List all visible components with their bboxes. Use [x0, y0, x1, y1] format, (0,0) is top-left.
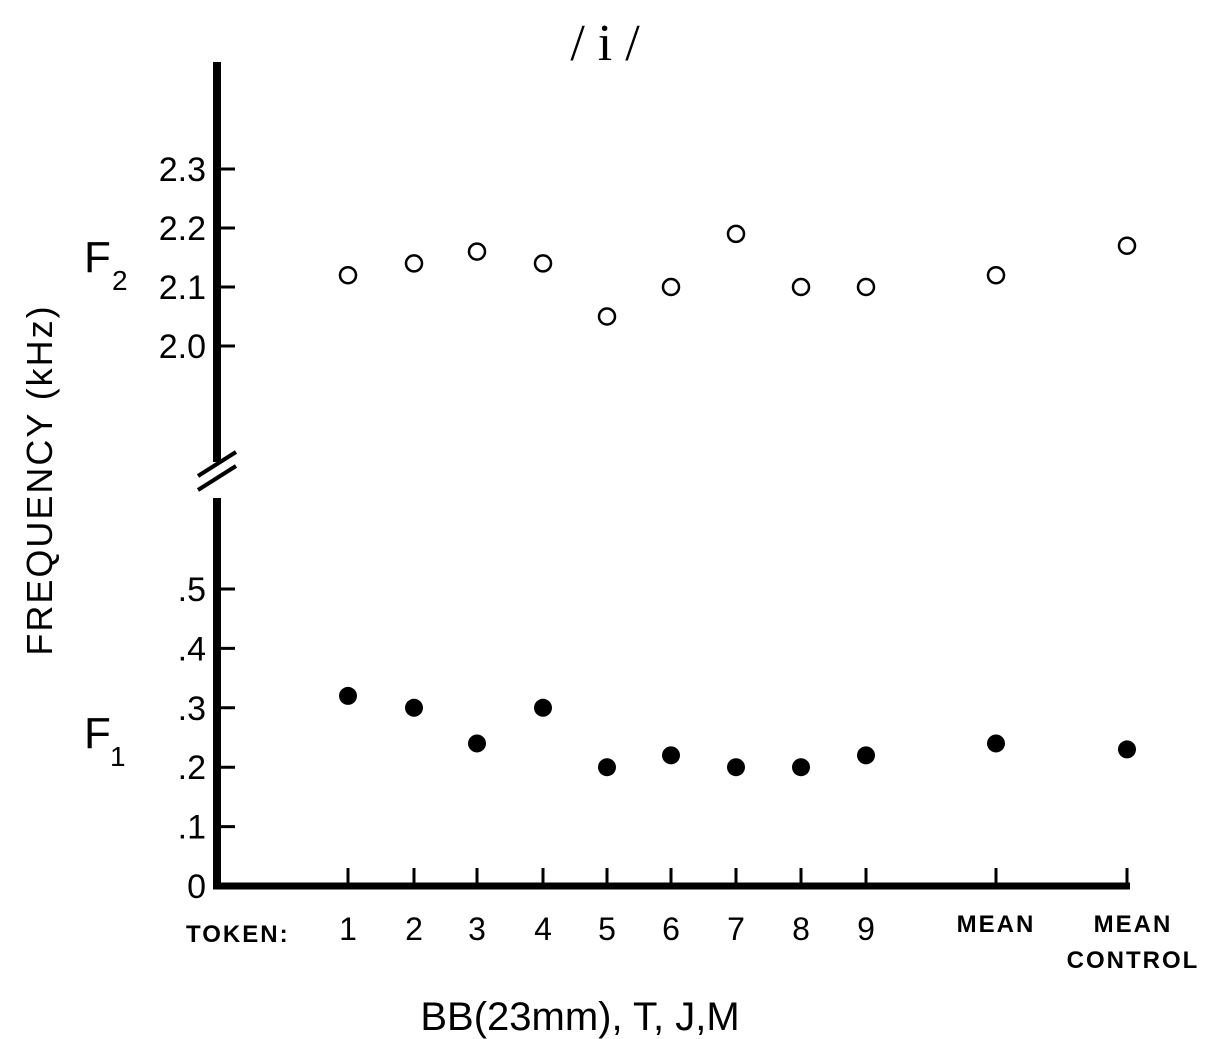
f2-point — [597, 307, 617, 326]
f2-point — [661, 277, 681, 297]
f2-point — [726, 224, 746, 244]
upper-y-tick-label: 2.2 — [159, 210, 206, 248]
f2-point — [856, 277, 876, 297]
x-axis-label: BB(23mm), T, J,M — [420, 995, 739, 1039]
f1-point — [987, 734, 1005, 753]
y-axis-label: FREQUENCY (kHz) — [19, 304, 60, 655]
lower-y-tick-label: 0 — [187, 868, 206, 906]
upper-y-tick-label: 2.1 — [159, 269, 206, 307]
upper-y-tick-label: 2.0 — [159, 328, 206, 366]
f2-point — [791, 277, 811, 297]
x-tick-label: 6 — [662, 911, 680, 947]
x-tick-label: 1 — [339, 911, 357, 947]
x-tick-label: 8 — [792, 911, 810, 947]
x-axis-prefix: TOKEN: — [186, 921, 290, 948]
upper-y-ticks: 2.0 2.1 2.2 2.3 — [159, 151, 235, 366]
x-tick-label: 4 — [534, 911, 552, 947]
x-ticks: TOKEN: 1 2 3 4 5 6 7 8 9 MEAN MEAN CONTROL — [186, 868, 1200, 974]
axes — [196, 62, 1130, 890]
lower-y-tick-label: .1 — [178, 809, 206, 847]
x-tick-label: 2 — [405, 911, 423, 947]
f2-point — [1117, 236, 1137, 255]
x-tick-label: 9 — [857, 911, 875, 947]
f2-point — [533, 254, 553, 273]
series-label-f1-sub: 1 — [110, 741, 126, 772]
x-tick-label: 5 — [598, 911, 616, 947]
f2-point — [467, 242, 487, 261]
series-label-f1: F 1 — [84, 709, 126, 772]
x-tick-label: CONTROL — [1067, 947, 1200, 974]
f1-point — [598, 758, 616, 777]
f1-point — [792, 758, 810, 777]
lower-y-tick-label: .5 — [178, 571, 206, 609]
f2-point — [338, 265, 358, 285]
f1-point — [534, 698, 552, 717]
axis-break-mark-1 — [196, 450, 238, 478]
x-tick-label: MEAN — [1094, 911, 1173, 938]
x-tick-label: 7 — [727, 911, 745, 947]
f1-point — [1118, 740, 1136, 759]
f1-point — [468, 734, 486, 753]
x-tick-label: 3 — [468, 911, 486, 947]
axis-break-mark-2 — [196, 464, 238, 492]
data-points — [338, 224, 1137, 777]
x-tick-label: MEAN — [957, 911, 1036, 938]
lower-y-tick-label: .2 — [178, 749, 206, 787]
lower-y-ticks: 0 .1 .2 .3 .4 .5 — [178, 571, 235, 906]
f1-point — [405, 698, 423, 717]
lower-y-tick-label: .4 — [178, 630, 206, 668]
lower-y-tick-label: .3 — [178, 690, 206, 728]
series-label-f1-name: F — [84, 709, 111, 758]
series-label-f2: F 2 — [84, 233, 128, 296]
series-label-f2-sub: 2 — [112, 265, 128, 296]
chart-title: / i / — [570, 15, 640, 72]
f1-point — [662, 746, 680, 765]
upper-y-tick-label: 2.3 — [159, 151, 206, 189]
f1-point — [727, 758, 745, 777]
f1-point — [857, 746, 875, 765]
series-label-f2-name: F — [84, 233, 111, 282]
f1-point — [339, 686, 357, 705]
f2-point — [986, 265, 1006, 285]
f2-point — [404, 254, 424, 273]
